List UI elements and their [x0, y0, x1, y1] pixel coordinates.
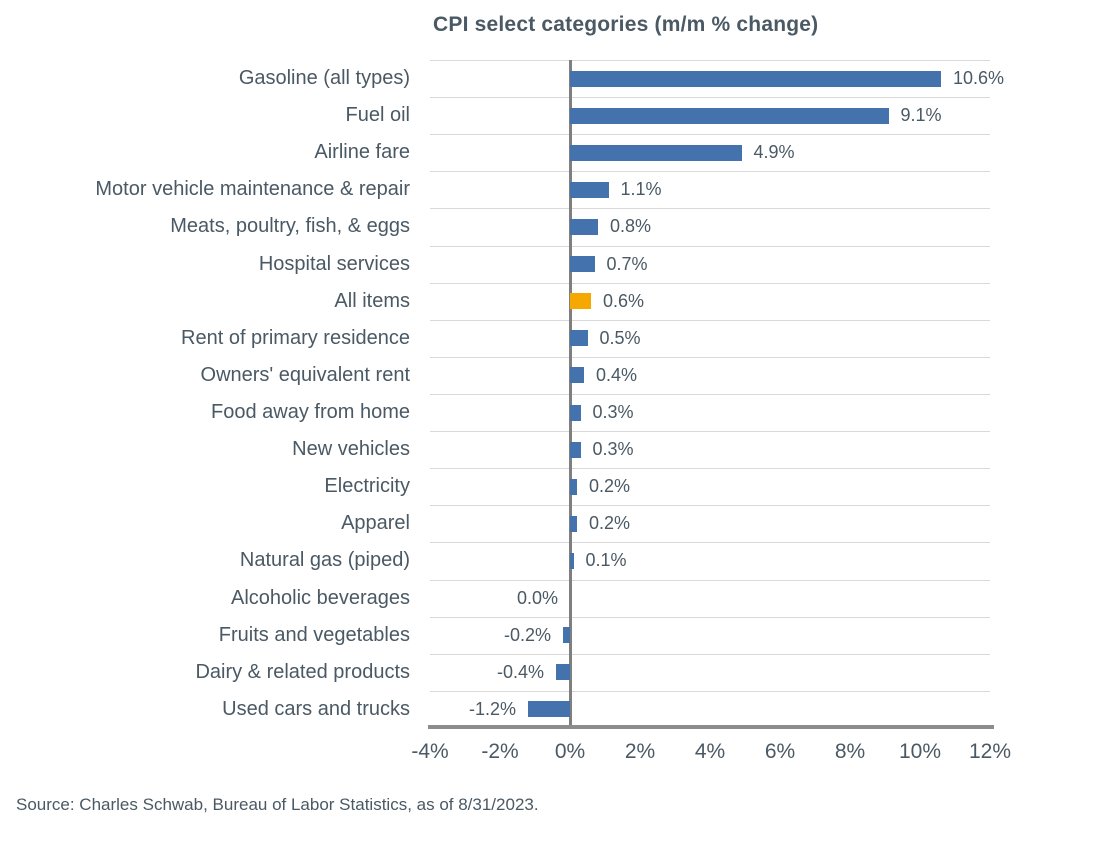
category-label-airline-fare: Airline fare [314, 141, 410, 164]
gridline [430, 282, 990, 284]
value-label-dairy-related-products: -0.4% [496, 661, 544, 682]
x-tick-12pct: 12% [968, 740, 1012, 763]
x-tick-4pct: 4% [694, 740, 726, 763]
value-label-motor-vehicle-maintenance-repair: 1.1% [620, 179, 662, 200]
gridline [430, 245, 990, 247]
bar-new-vehicles [570, 441, 581, 458]
bar-dairy-related-products [556, 664, 570, 681]
gridline [430, 468, 990, 470]
value-label-fuel-oil: 9.1% [900, 105, 942, 126]
category-label-rent-of-primary-residence: Rent of primary residence [181, 326, 410, 349]
value-label-new-vehicles: 0.3% [592, 439, 634, 460]
bar-hospital-services [570, 256, 595, 273]
x-tick-10pct: 10% [898, 740, 942, 763]
gridline [430, 208, 990, 210]
value-label-used-cars-and-trucks: -1.2% [468, 698, 516, 719]
plot-area: 10.6% 9.1% 4.9% 1.1% 0.8% 0.7% 0.6% 0.5% 0.4% 0.3… [430, 60, 1004, 728]
bar-natural-gas-piped [570, 553, 574, 569]
source-note: Source: Charles Schwab, Bureau of Labor … [16, 795, 539, 814]
bar-owners-equivalent-rent [570, 367, 584, 384]
category-label-alcoholic-beverages: Alcoholic beverages [231, 586, 410, 609]
bar-food-away-from-home [570, 404, 581, 421]
x-tick-8pct: 8% [834, 740, 866, 763]
value-label-fruits-and-vegetables: -0.2% [503, 624, 551, 645]
gridline [430, 616, 990, 618]
value-label-all-items: 0.6% [603, 290, 645, 311]
bar-all-items [570, 293, 591, 310]
category-label-fruits-and-vegetables: Fruits and vegetables [218, 623, 410, 646]
zero-baseline [568, 60, 572, 728]
bar-electricity [570, 478, 577, 495]
category-label-owners-equivalent-rent: Owners' equivalent rent [200, 363, 410, 386]
category-label-used-cars-and-trucks: Used cars and trucks [222, 697, 410, 720]
x-axis-line [428, 725, 994, 729]
gridline [430, 134, 990, 136]
category-label-dairy-related-products: Dairy & related products [195, 660, 410, 683]
category-label-natural-gas-piped: Natural gas (piped) [239, 549, 410, 572]
gridline [430, 171, 990, 173]
gridline [430, 356, 990, 358]
bar-fruits-and-vegetables [563, 627, 570, 644]
gridline [430, 653, 990, 655]
bar-fuel-oil [570, 107, 889, 124]
category-label-hospital-services: Hospital services [258, 252, 410, 275]
gridline [430, 431, 990, 433]
bar-used-cars-and-trucks [528, 701, 570, 718]
gridline [430, 394, 990, 395]
gridline [430, 542, 990, 544]
value-label-food-away-from-home: 0.3% [592, 402, 634, 423]
gridline [430, 319, 990, 321]
value-label-apparel: 0.2% [589, 513, 631, 534]
bar-meats-poultry-fish-eggs [570, 219, 598, 235]
bar-gasoline-all-types [570, 70, 941, 87]
value-label-natural-gas-piped: 0.1% [585, 550, 627, 571]
x-axis-tick-labels: -4% -2% 0% 2% 4% 6% 8% 10% 12% [411, 740, 1011, 770]
x-tick-2pct: 2% [624, 740, 656, 763]
category-label-apparel: Apparel [341, 512, 410, 535]
x-tick-neg4pct: -4% [411, 740, 449, 763]
value-label-electricity: 0.2% [589, 476, 631, 497]
value-label-hospital-services: 0.7% [606, 253, 648, 274]
bar-motor-vehicle-maintenance-repair [570, 181, 609, 198]
value-label-alcoholic-beverages: 0.0% [516, 587, 558, 608]
category-label-motor-vehicle-maintenance-repair: Motor vehicle maintenance & repair [95, 178, 410, 201]
category-labels: Gasoline (all types) Fuel oil Airline fare… [0, 60, 410, 728]
category-label-food-away-from-home: Food away from home [211, 401, 410, 424]
category-label-new-vehicles: New vehicles [292, 438, 410, 461]
bar-apparel [570, 515, 577, 532]
x-tick-0pct: 0% [554, 740, 586, 763]
value-label-owners-equivalent-rent: 0.4% [596, 364, 638, 385]
gridline [430, 505, 990, 507]
chart-title: CPI select categories (m/m % change) [433, 13, 819, 36]
category-label-gasoline-all-types: Gasoline (all types) [238, 67, 410, 90]
gridline [430, 97, 990, 99]
category-label-fuel-oil: Fuel oil [345, 104, 410, 127]
x-tick-6pct: 6% [764, 740, 796, 763]
gridline [430, 60, 990, 61]
category-label-electricity: Electricity [324, 475, 410, 498]
value-label-gasoline-all-types: 10.6% [953, 68, 1005, 89]
value-label-meats-poultry-fish-eggs: 0.8% [610, 216, 652, 237]
bar-airline-fare [570, 144, 742, 161]
bar-rent-of-primary-residence [570, 330, 588, 347]
gridline [430, 579, 990, 581]
x-tick-neg2pct: -2% [481, 740, 519, 763]
category-label-all-items: All items [334, 289, 410, 312]
gridline [430, 690, 990, 692]
value-label-airline-fare: 4.9% [753, 142, 795, 163]
value-label-rent-of-primary-residence: 0.5% [599, 327, 641, 348]
category-label-meats-poultry-fish-eggs: Meats, poultry, fish, & eggs [170, 215, 410, 238]
